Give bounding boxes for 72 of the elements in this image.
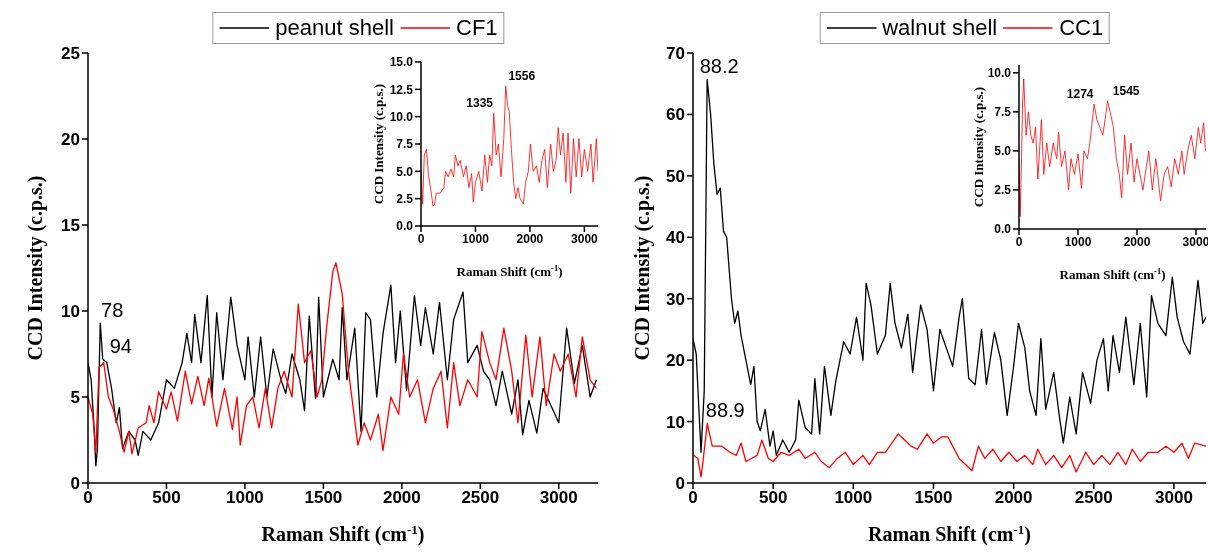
annotation: 1545 [1112,83,1140,98]
x-axis-title: Raman Shift (cm$^{-1}$) [867,521,1032,546]
y-tick-label: 5.0 [396,164,414,179]
x-tick-label: 2500 [1074,488,1113,508]
y-tick-label: 2.5 [396,191,414,206]
y-tick-label: 40 [666,228,685,248]
legend-label: peanut shell [275,15,394,41]
y-tick-label: 15 [61,216,80,236]
y-tick-label: 10.0 [987,66,1012,81]
y-tick-label: 25 [61,44,80,64]
legend-label: walnut shell [882,15,998,41]
x-tick-label: 500 [152,488,181,508]
y-axis-title: CCD Intensity (c.p.s.) [24,175,47,361]
x-tick-label: 500 [758,488,788,508]
x-tick-label: 2000 [516,231,544,246]
y-tick-label: 0.0 [396,219,414,234]
x-axis-title: Raman Shift (cm$^{-1}$) [261,521,425,546]
x-tick-label: 1500 [914,488,953,508]
x-tick-label: 0 [417,231,425,246]
line-series [88,262,598,455]
annotation: 88.9 [705,399,745,422]
y-tick-label: 50 [666,166,685,186]
x-axis-title: Raman Shift (cm$^{-1}$) [1059,266,1166,282]
annotation: 1556 [508,69,536,84]
x-tick-label: 0 [83,488,93,508]
y-tick-label: 70 [666,44,685,64]
x-tick-label: 0 [688,488,698,508]
x-tick-label: 3000 [539,488,578,508]
y-tick-label: 30 [666,289,685,309]
y-tick-label: 20 [61,130,80,150]
line-series [421,85,598,207]
y-tick-label: 20 [666,351,685,371]
x-tick-label: 1000 [226,488,264,508]
annotation: 1274 [1066,87,1094,102]
y-tick-label: 10.0 [389,109,414,124]
y-axis-title: CCD Intensity (c.p.s.) [971,86,986,208]
line-series [693,422,1206,478]
x-tick-label: 2000 [382,488,421,508]
y-tick-label: 0.0 [994,222,1012,237]
annotation: 94 [109,335,132,358]
x-tick-label: 1000 [834,488,873,508]
y-tick-label: 10 [61,302,80,322]
y-tick-label: 5.0 [994,144,1012,159]
y-tick-label: 10 [666,412,685,432]
y-tick-label: 15.0 [389,55,414,70]
x-tick-label: 1000 [462,231,490,246]
x-axis-title: Raman Shift (cm$^{-1}$) [456,263,563,279]
x-tick-label: 3000 [571,231,599,246]
x-tick-label: 3000 [1182,234,1208,249]
x-tick-label: 2000 [994,488,1033,508]
annotation: 1335 [466,96,494,111]
x-tick-label: 2500 [461,488,500,508]
legend-label: CF1 [455,15,498,41]
y-tick-label: 2.5 [994,183,1012,198]
x-tick-label: 2000 [1123,234,1151,249]
annotation: 78 [101,299,124,322]
y-tick-label: 0 [675,474,685,494]
y-tick-label: 5 [70,388,80,408]
y-axis-title: CCD Intensity (c.p.s.) [631,175,654,361]
y-tick-label: 60 [666,105,685,125]
x-tick-label: 1500 [304,488,343,508]
x-tick-label: 3000 [1155,488,1193,508]
y-tick-label: 12.5 [389,82,414,97]
x-tick-label: 0 [1015,234,1023,249]
y-tick-label: 7.5 [396,137,414,152]
line-series [1019,78,1206,217]
y-axis-title: CCD Intensity (c.p.s.) [371,83,386,205]
y-tick-label: 7.5 [994,105,1012,120]
y-tick-label: 0 [70,474,80,494]
legend-label: CC1 [1059,15,1104,41]
x-tick-label: 1000 [1064,234,1092,249]
annotation: 88.2 [699,55,739,78]
